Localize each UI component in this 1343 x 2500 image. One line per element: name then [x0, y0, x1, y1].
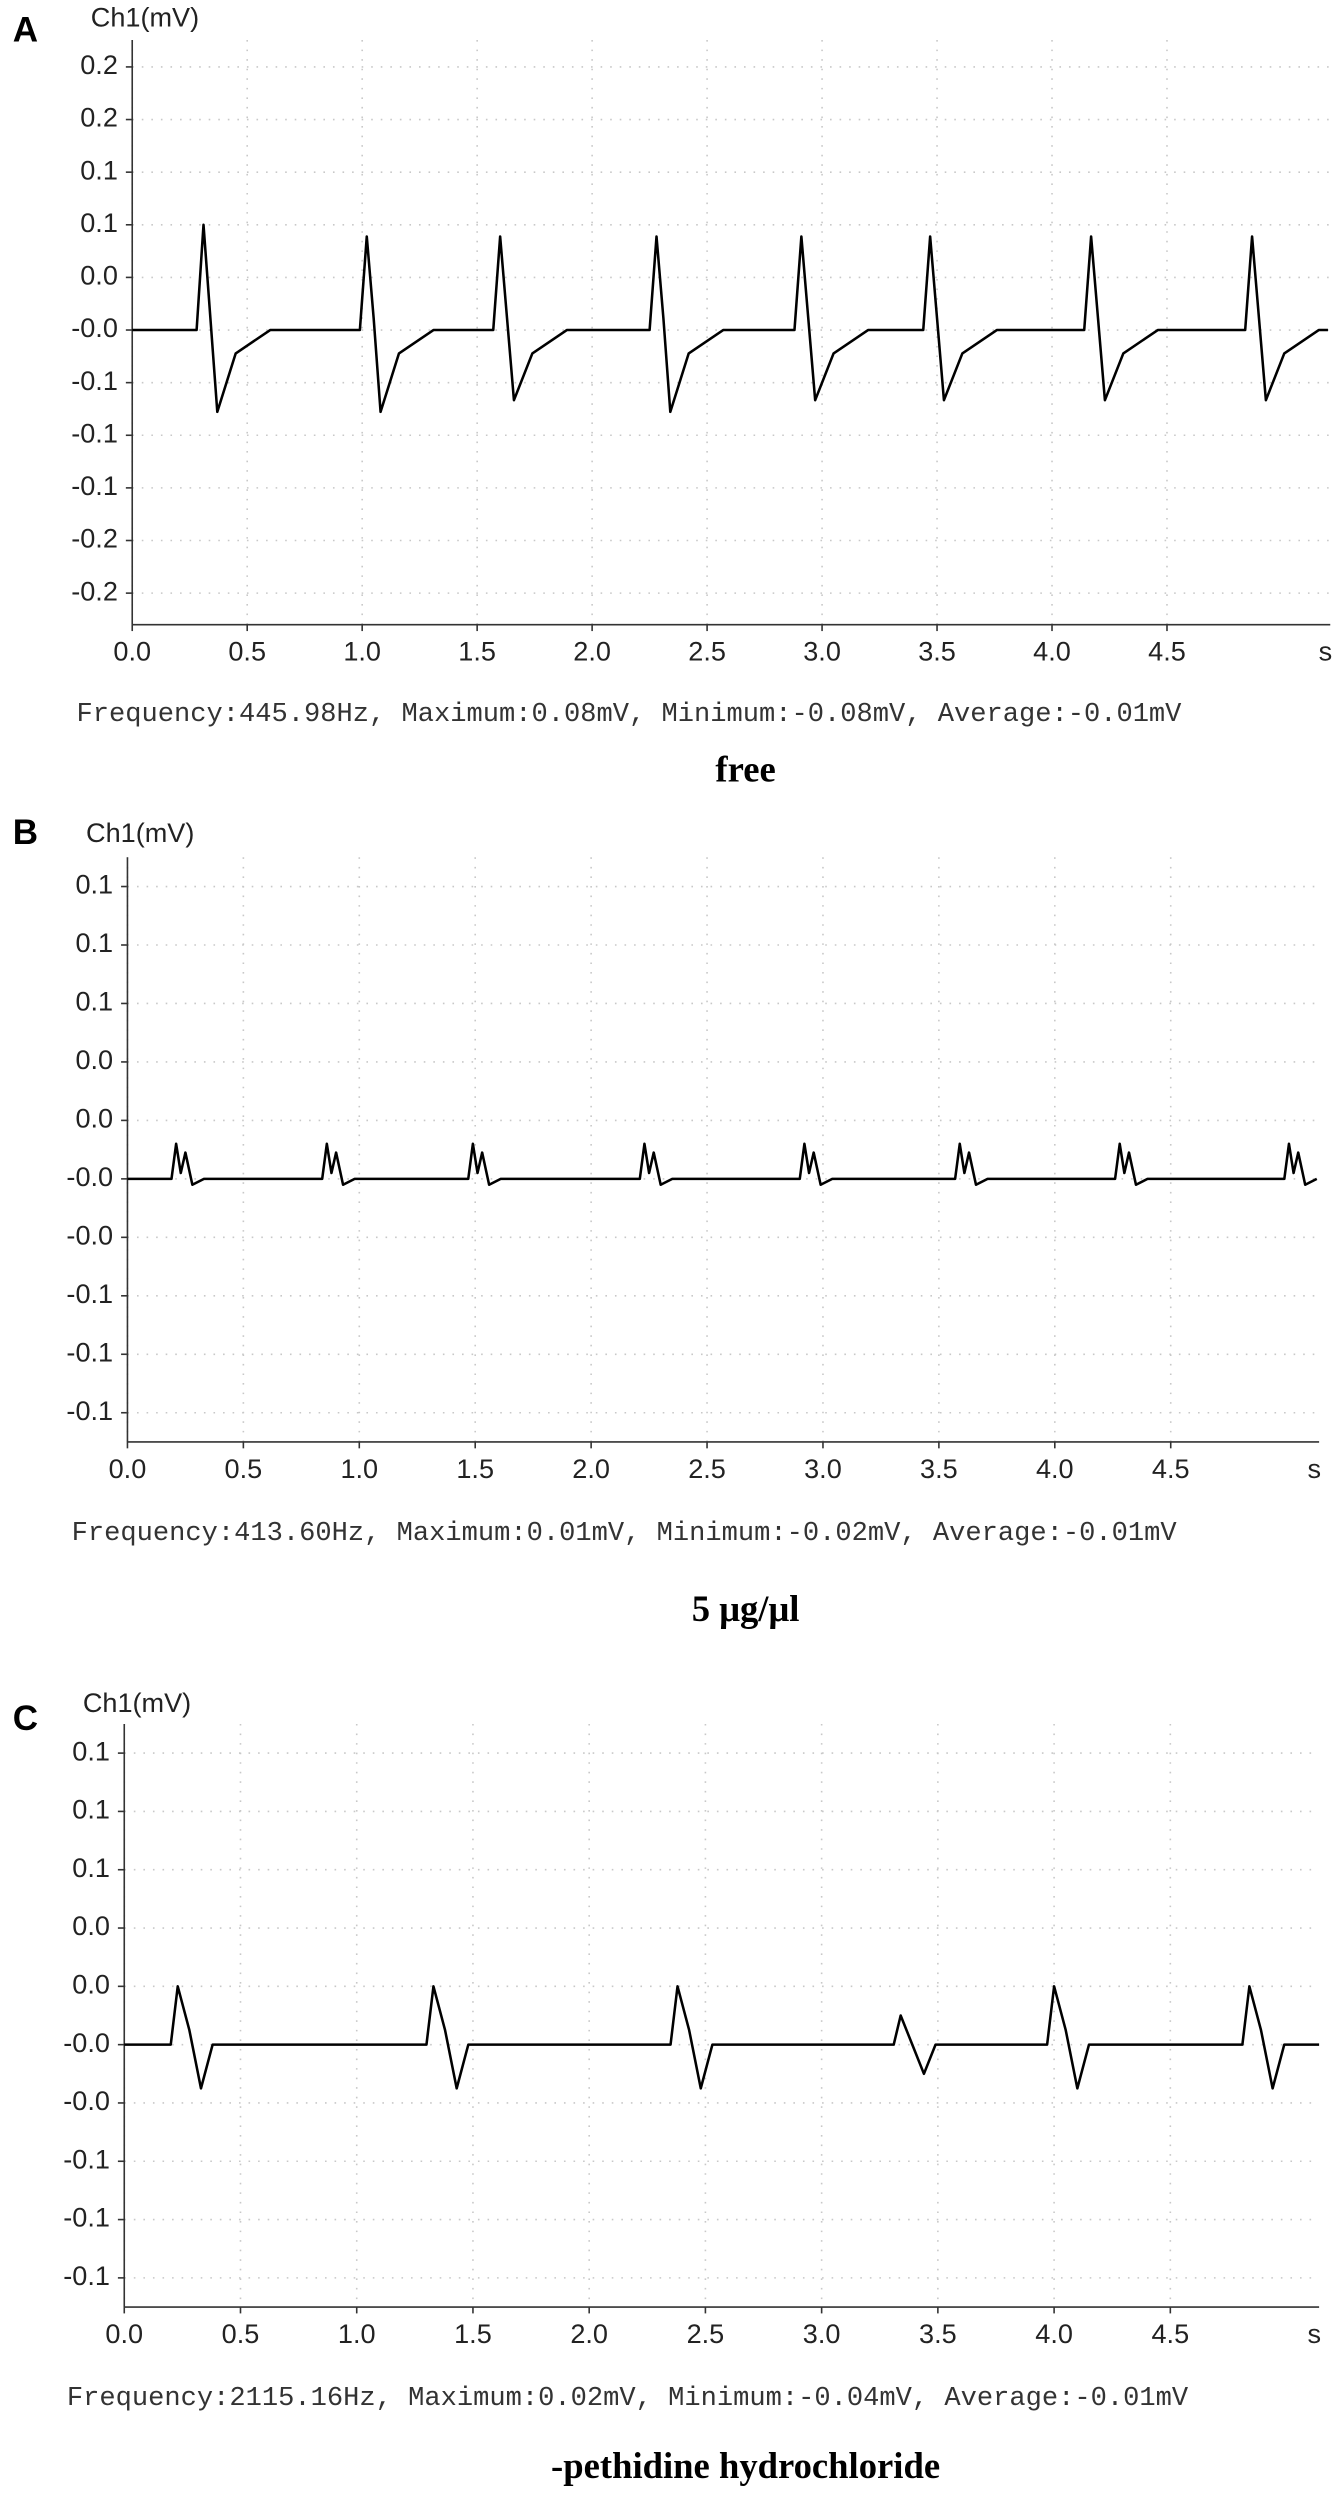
x-tick-label: 2.0: [570, 2318, 608, 2349]
x-tick-label: 4.0: [1036, 1453, 1074, 1484]
x-tick-label: 2.0: [572, 1453, 610, 1484]
y-tick-label: -0.0: [71, 312, 118, 343]
x-tick-label: 3.0: [803, 2318, 841, 2349]
y-tick-label: 0.0: [75, 1103, 113, 1134]
x-tick-label: 3.0: [804, 1453, 842, 1484]
x-tick-label: 4.5: [1152, 1453, 1190, 1484]
y-tick-label: -0.1: [63, 2143, 110, 2174]
panel-label: A: [13, 10, 38, 49]
y-tick-label: 0.0: [80, 260, 118, 291]
y-tick-label: -0.0: [63, 2085, 110, 2116]
x-tick-label: 1.5: [454, 2318, 492, 2349]
y-tick-label: -0.2: [71, 523, 118, 554]
y-tick-label: 0.0: [72, 1910, 110, 1941]
stats-readout: Frequency:413.60Hz, Maximum:0.01mV, Mini…: [72, 1518, 1178, 1549]
x-tick-label: 3.5: [920, 1453, 958, 1484]
x-tick-label: 1.0: [338, 2318, 376, 2349]
y-tick-label: 0.2: [80, 102, 118, 133]
y-axis-label: Ch1(mV): [83, 1687, 191, 1718]
y-tick-label: 0.1: [80, 154, 118, 185]
x-unit: s: [1308, 2318, 1322, 2349]
x-tick-label: 1.0: [340, 1453, 378, 1484]
y-tick-label: 0.1: [72, 1735, 110, 1766]
y-tick-label: 0.2: [80, 49, 118, 80]
x-tick-label: 1.5: [458, 636, 496, 667]
stats-readout: Frequency:445.98Hz, Maximum:0.08mV, Mini…: [76, 699, 1182, 730]
y-tick-label: -0.2: [71, 575, 118, 606]
y-tick-label: -0.1: [66, 1278, 113, 1309]
x-tick-label: 0.5: [225, 1453, 263, 1484]
x-tick-label: 0.5: [222, 2318, 260, 2349]
x-tick-label: 3.0: [803, 636, 841, 667]
stats-readout: Frequency:2115.16Hz, Maximum:0.02mV, Min…: [67, 2383, 1189, 2414]
y-tick-label: 0.1: [72, 1794, 110, 1825]
y-tick-label: -0.1: [63, 2202, 110, 2233]
y-tick-label: -0.0: [63, 2027, 110, 2058]
x-tick-label: 2.0: [573, 636, 611, 667]
x-tick-label: 4.0: [1033, 636, 1071, 667]
y-tick-label: -0.1: [71, 470, 118, 501]
y-tick-label: -0.1: [63, 2260, 110, 2291]
x-unit: s: [1319, 636, 1333, 667]
panel-caption: 5 μg/μl: [692, 1588, 800, 1629]
panel-label: B: [13, 813, 38, 852]
x-tick-label: 0.0: [105, 2318, 143, 2349]
y-tick-label: -0.1: [71, 417, 118, 448]
y-tick-label: -0.0: [66, 1219, 113, 1250]
x-tick-label: 2.5: [688, 1453, 726, 1484]
signal-trace: [127, 1142, 1318, 1186]
x-tick-label: 3.5: [919, 2318, 957, 2349]
y-tick-label: -0.1: [66, 1336, 113, 1367]
signal-trace: [132, 223, 1328, 414]
x-tick-label: 2.5: [687, 2318, 725, 2349]
y-tick-label: -0.1: [66, 1395, 113, 1426]
x-tick-label: 3.5: [918, 636, 956, 667]
y-tick-label: 0.0: [75, 1044, 113, 1075]
y-tick-label: 0.1: [72, 1852, 110, 1883]
signal-trace: [124, 1985, 1320, 2090]
y-tick-label: 0.0: [72, 1968, 110, 1999]
x-tick-label: 0.5: [228, 636, 266, 667]
y-tick-label: 0.1: [75, 869, 113, 900]
y-tick-label: 0.1: [75, 927, 113, 958]
y-tick-label: -0.0: [66, 1161, 113, 1192]
x-tick-label: 1.0: [343, 636, 381, 667]
x-tick-label: 4.5: [1152, 2318, 1190, 2349]
x-tick-label: 1.5: [456, 1453, 494, 1484]
x-tick-label: 2.5: [688, 636, 726, 667]
x-tick-label: 0.0: [113, 636, 151, 667]
y-axis-label: Ch1(mV): [86, 817, 194, 848]
x-tick-label: 4.5: [1148, 636, 1186, 667]
x-tick-label: 4.0: [1035, 2318, 1073, 2349]
y-tick-label: -0.1: [71, 365, 118, 396]
y-axis-label: Ch1(mV): [91, 1, 199, 32]
panel-caption: free: [715, 748, 775, 789]
y-tick-label: 0.1: [75, 986, 113, 1017]
x-tick-label: 0.0: [109, 1453, 147, 1484]
y-tick-label: 0.1: [80, 207, 118, 238]
panel-caption: -pethidine hydrochloride: [551, 2445, 940, 2486]
x-unit: s: [1308, 1453, 1322, 1484]
panel-label: C: [13, 1699, 38, 1738]
